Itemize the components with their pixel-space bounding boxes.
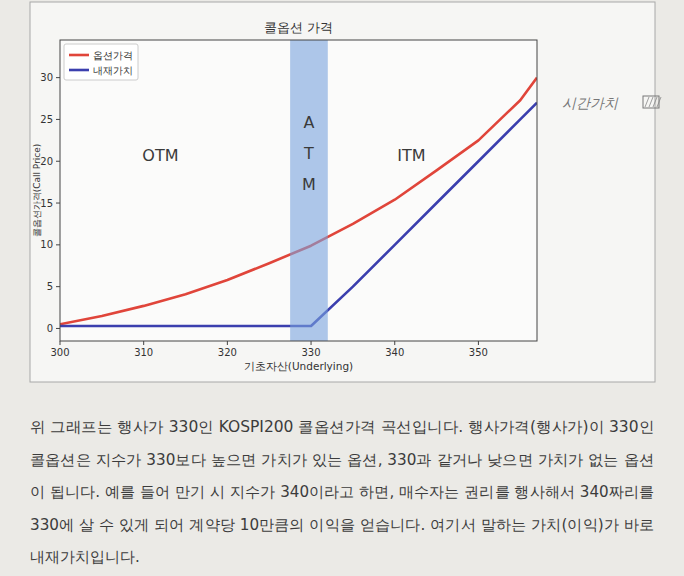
band-label-letter: A bbox=[303, 113, 314, 132]
band-label: ATM bbox=[302, 113, 316, 194]
plot-group bbox=[60, 40, 537, 341]
y-tick bbox=[56, 286, 60, 287]
title: 콜옵션 가격 bbox=[264, 20, 333, 35]
plot-area bbox=[60, 40, 537, 341]
region-label: ITM bbox=[397, 146, 425, 165]
y-axis-label: 콜옵션가격(Call Price) bbox=[32, 144, 42, 238]
x-tick bbox=[227, 341, 228, 345]
hatch-box-frame bbox=[643, 96, 659, 108]
legend-label: 내재가치 bbox=[93, 65, 133, 76]
x-tick bbox=[394, 341, 395, 345]
x-tick-label: 350 bbox=[469, 347, 488, 358]
legend: 옵션가격내재가치 bbox=[64, 44, 138, 80]
y-tick bbox=[56, 203, 60, 204]
x-tick bbox=[143, 341, 144, 345]
region-label: OTM bbox=[142, 146, 178, 165]
paragraph-line: 위 그래프는 행사가 330인 KOSPI200 콜옵션가격 곡선입니다. 행사… bbox=[30, 418, 654, 436]
legend-swatch bbox=[69, 54, 89, 57]
chart-frame bbox=[30, 2, 655, 382]
hatch-stroke bbox=[657, 97, 661, 107]
x-tick bbox=[60, 341, 61, 345]
x-axis-label: 기초자산(Underlying) bbox=[244, 360, 353, 372]
paragraph-line: 이 됩니다. 예를 들어 만기 시 지수가 340이라고 하면, 매수자는 권리… bbox=[30, 483, 654, 501]
band-label-letter: M bbox=[302, 175, 316, 194]
y-tick-label: 20 bbox=[40, 156, 53, 167]
x-tick bbox=[311, 341, 312, 345]
y-tick-label: 25 bbox=[40, 114, 53, 125]
x-tick-label: 330 bbox=[302, 347, 321, 358]
x-tick bbox=[478, 341, 479, 345]
axes-frame bbox=[60, 40, 537, 341]
hatch-stroke bbox=[649, 97, 653, 107]
y-tick bbox=[56, 161, 60, 162]
x-tick-label: 320 bbox=[218, 347, 237, 358]
y-tick-label: 5 bbox=[47, 281, 53, 292]
y-tick bbox=[56, 77, 60, 78]
x-tick-label: 310 bbox=[134, 347, 153, 358]
y-tick-label: 15 bbox=[40, 198, 53, 209]
band-label-letter: T bbox=[303, 144, 314, 163]
legend-box bbox=[64, 44, 138, 80]
hatch-stroke bbox=[653, 97, 657, 107]
paragraph-line: 콜옵션은 지수가 330보다 높으면 가치가 있는 옵션, 330과 같거나 낮… bbox=[30, 451, 654, 469]
legend-label: 옵션가격 bbox=[93, 50, 133, 61]
atm-band bbox=[290, 40, 328, 341]
paragraph-line: 내재가치입니다. bbox=[30, 548, 140, 566]
paragraph-line: 330에 살 수 있게 되어 계약당 10만큼의 이익을 얻습니다. 여기서 말… bbox=[30, 516, 654, 534]
hatch-box bbox=[643, 96, 661, 108]
legend-swatch bbox=[69, 69, 89, 72]
handwritten-note: 시간가치 bbox=[562, 95, 619, 111]
hatch-stroke bbox=[645, 97, 649, 107]
y-tick bbox=[56, 328, 60, 329]
page: 콜옵션 가격 300 310 320 330 340 350 0 5 10 15 20 25 30 기초자산… bbox=[0, 0, 684, 576]
y-tick-label: 0 bbox=[47, 323, 53, 334]
x-tick-label: 340 bbox=[385, 347, 404, 358]
y-tick bbox=[56, 119, 60, 120]
y-tick bbox=[56, 244, 60, 245]
y-tick-label: 30 bbox=[40, 72, 53, 83]
y-tick-label: 10 bbox=[40, 239, 53, 250]
x-tick-label: 300 bbox=[50, 347, 69, 358]
